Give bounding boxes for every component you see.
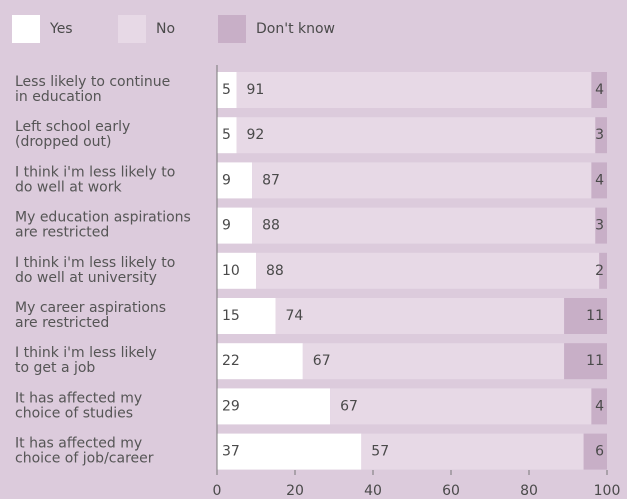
value-label: 11 xyxy=(586,308,604,324)
value-label: 67 xyxy=(313,353,331,369)
legend-swatch xyxy=(218,15,246,43)
category-label: choice of job/career xyxy=(15,451,154,467)
legend-swatch xyxy=(12,15,40,43)
category-label: choice of studies xyxy=(15,405,133,421)
category-label: Left school early xyxy=(15,119,130,135)
value-label: 3 xyxy=(595,127,604,143)
x-tick-label: 80 xyxy=(520,483,538,499)
value-label: 74 xyxy=(286,308,304,324)
bar-segment xyxy=(564,298,607,334)
category-label: I think i'm less likely to xyxy=(15,255,175,271)
value-label: 4 xyxy=(595,172,604,188)
bar-segment xyxy=(591,388,607,425)
category-label: I think i'm less likely to xyxy=(15,164,175,180)
bar-segment xyxy=(252,162,592,199)
value-label: 88 xyxy=(262,218,280,234)
value-label: 15 xyxy=(222,308,240,324)
bar-segment xyxy=(591,162,607,199)
value-label: 10 xyxy=(222,263,240,279)
value-label: 9 xyxy=(222,218,231,234)
bar-segment xyxy=(361,433,584,470)
value-label: 87 xyxy=(262,172,280,188)
value-label: 3 xyxy=(595,218,604,234)
bar-segment xyxy=(252,207,596,244)
bar-segment xyxy=(217,72,237,108)
bar-segment xyxy=(591,72,607,108)
bar-segment xyxy=(217,388,331,425)
bar-segment xyxy=(275,298,565,334)
value-label: 2 xyxy=(595,263,604,279)
value-label: 67 xyxy=(340,398,358,414)
category-label: Less likely to continue xyxy=(15,74,170,90)
bar-segment xyxy=(256,252,600,289)
bar-segment xyxy=(217,162,253,199)
bar-segment xyxy=(595,117,607,154)
bar-segment xyxy=(302,343,565,380)
bar-segment xyxy=(217,433,362,470)
category-label: do well at university xyxy=(15,270,157,286)
category-label: are restricted xyxy=(15,225,109,241)
value-label: 5 xyxy=(222,82,231,98)
x-tick-label: 20 xyxy=(286,483,304,499)
bar-segment xyxy=(330,388,592,425)
bar-segment xyxy=(217,252,256,289)
bar-segment xyxy=(236,72,592,108)
category-label: are restricted xyxy=(15,315,109,331)
category-label: I think i'm less likely xyxy=(15,345,157,361)
value-label: 91 xyxy=(247,82,265,98)
value-label: 9 xyxy=(222,172,231,188)
x-tick-label: 100 xyxy=(594,483,621,499)
value-label: 4 xyxy=(595,398,604,414)
bar-segment xyxy=(595,207,607,244)
x-tick-label: 40 xyxy=(364,483,382,499)
value-label: 37 xyxy=(222,444,240,460)
value-label: 92 xyxy=(247,127,265,143)
bar-segment xyxy=(236,117,596,154)
value-label: 11 xyxy=(586,353,604,369)
legend-label: Don't know xyxy=(256,21,335,37)
x-tick-label: 60 xyxy=(442,483,460,499)
category-label: (dropped out) xyxy=(15,134,111,150)
value-label: 57 xyxy=(371,444,389,460)
bar-segment xyxy=(217,298,276,334)
value-label: 5 xyxy=(222,127,231,143)
bar-segment xyxy=(217,117,237,154)
category-label: in education xyxy=(15,89,102,105)
category-label: do well at work xyxy=(15,179,122,195)
value-label: 22 xyxy=(222,353,240,369)
legend-label: No xyxy=(156,21,175,37)
legend-swatch xyxy=(118,15,146,43)
value-label: 6 xyxy=(595,444,604,460)
category-label: My education aspirations xyxy=(15,210,191,226)
bar-segment xyxy=(599,252,607,289)
bar-segment xyxy=(217,343,303,380)
category-label: My career aspirations xyxy=(15,300,166,316)
value-label: 88 xyxy=(266,263,284,279)
bar-segment xyxy=(583,433,607,470)
legend-label: Yes xyxy=(49,21,73,37)
category-label: It has affected my xyxy=(15,390,142,406)
category-label: to get a job xyxy=(15,360,95,376)
value-label: 4 xyxy=(595,82,604,98)
bar-segment xyxy=(217,207,253,244)
value-label: 29 xyxy=(222,398,240,414)
bar-segment xyxy=(564,343,607,380)
category-label: It has affected my xyxy=(15,436,142,452)
x-tick-label: 0 xyxy=(213,483,222,499)
